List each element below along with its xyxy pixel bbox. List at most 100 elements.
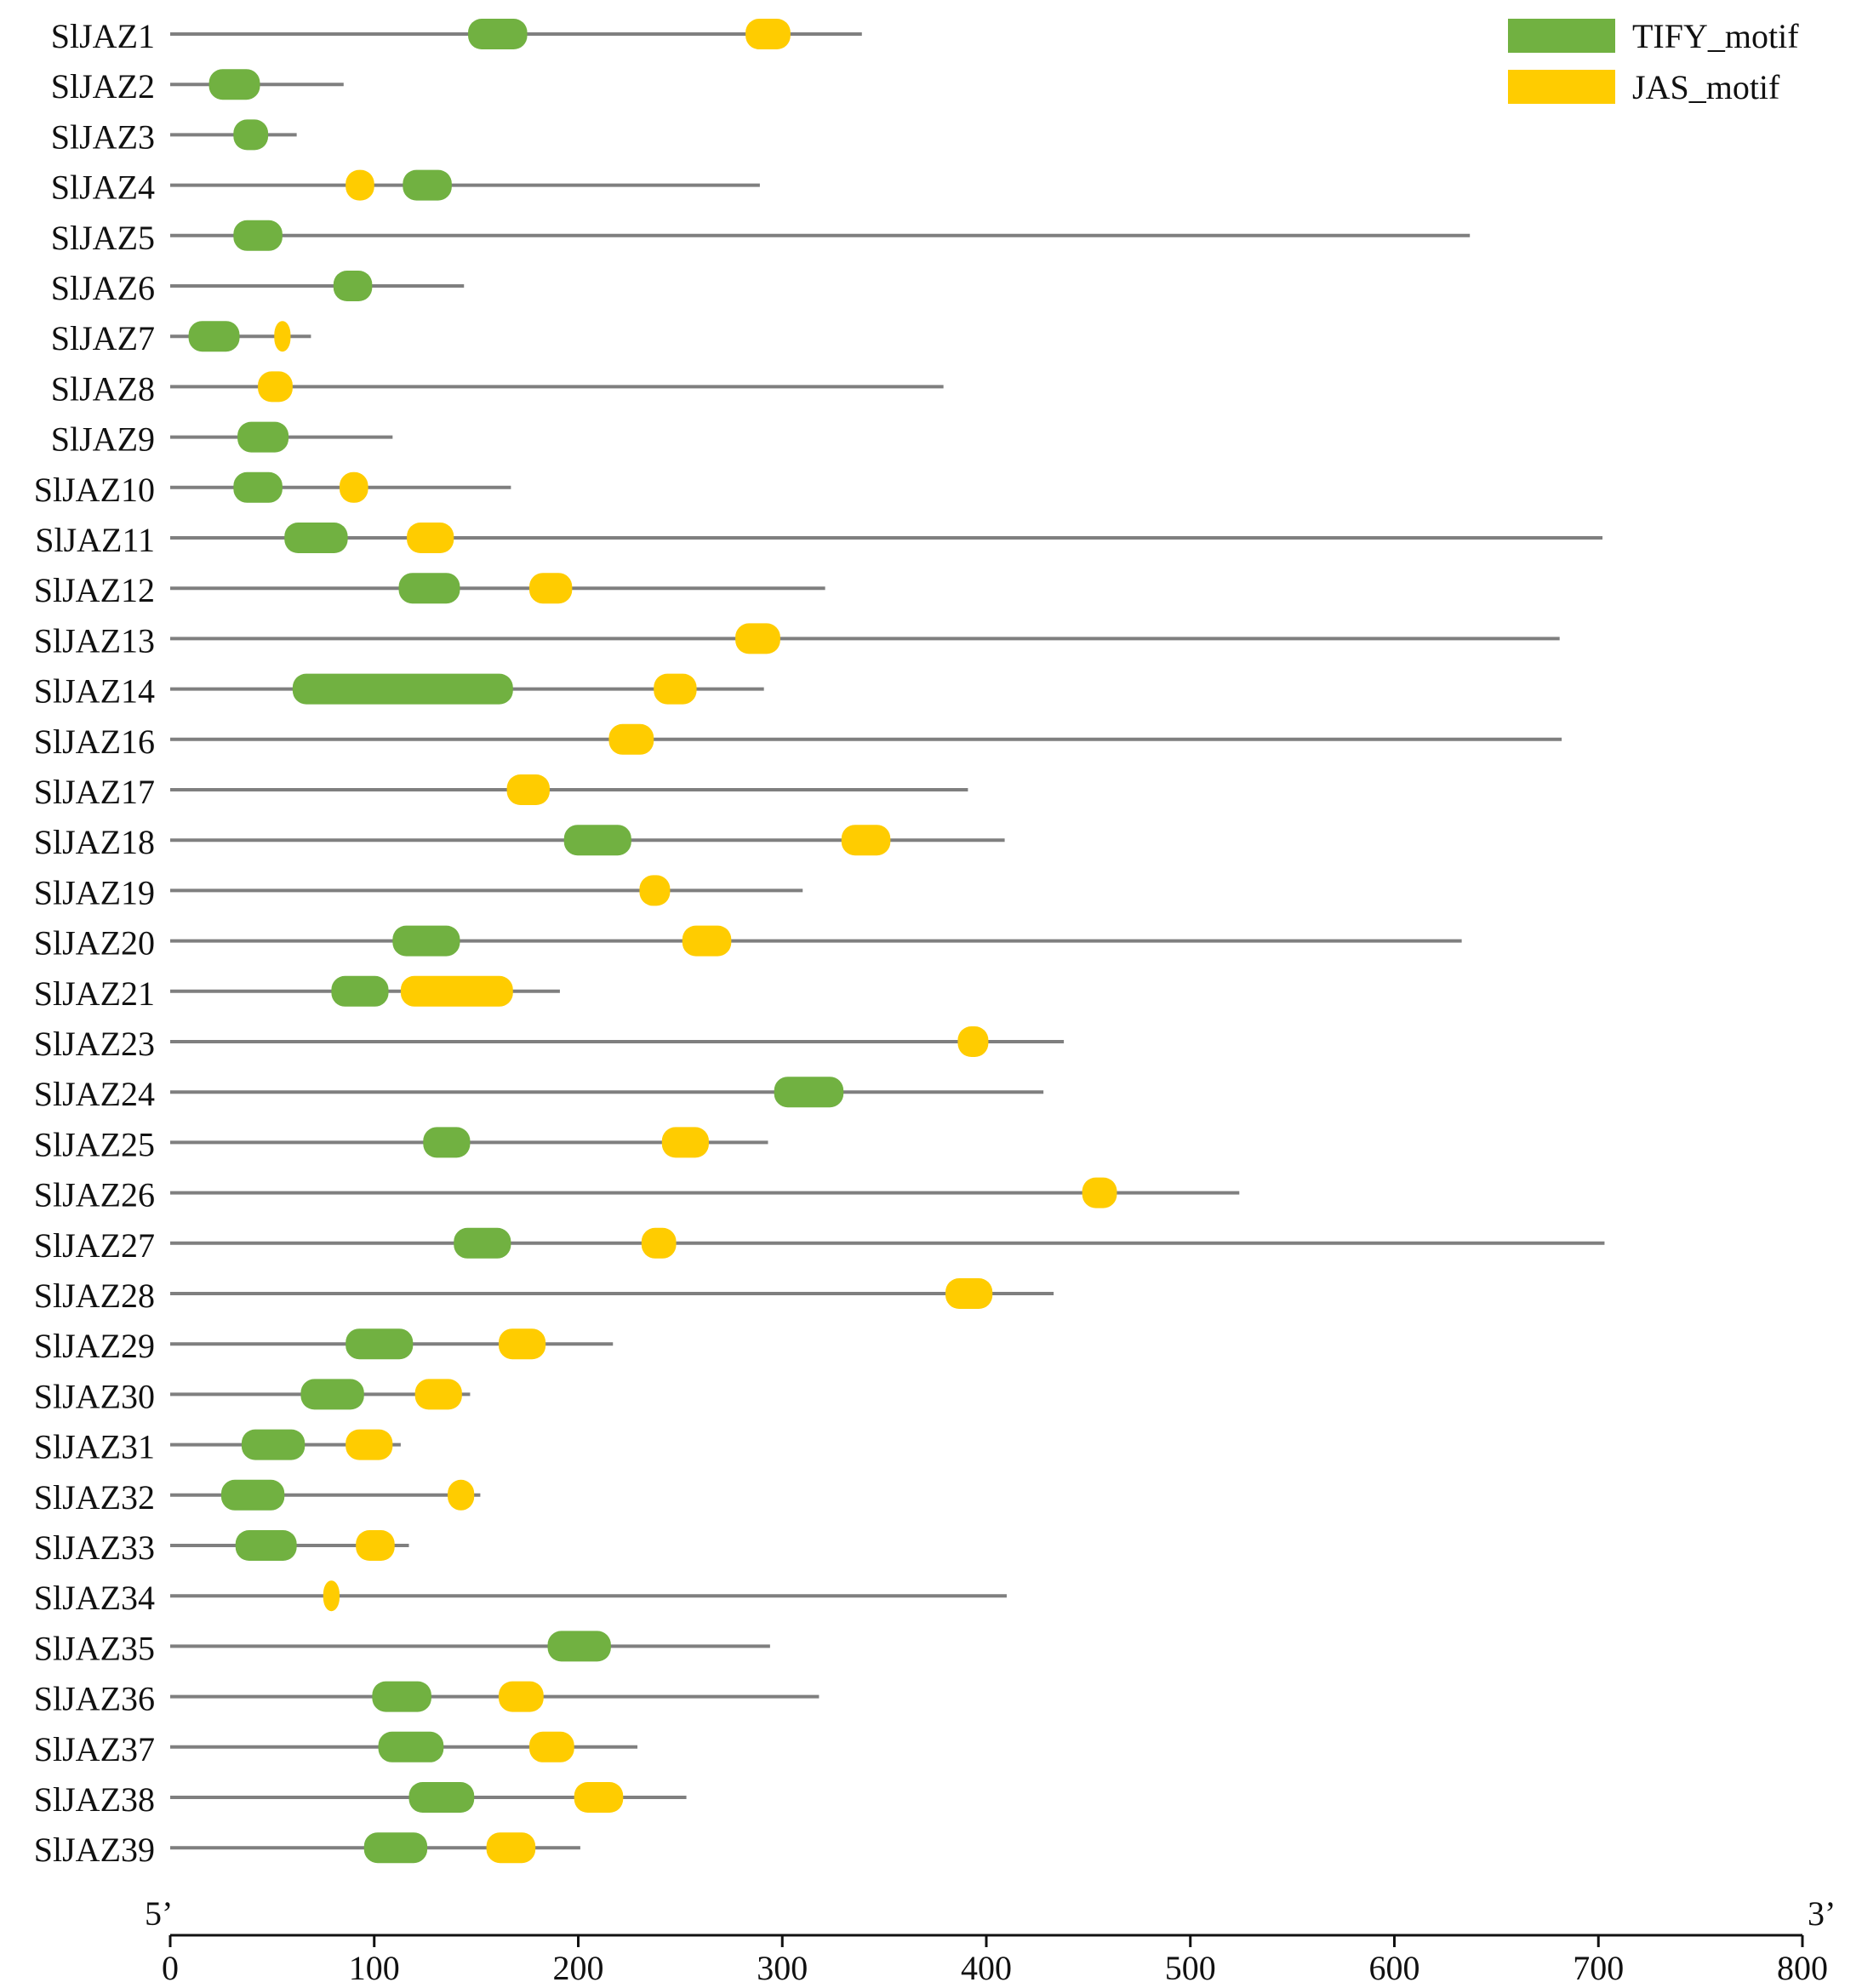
gene-row-sljaz28: SlJAZ28 xyxy=(34,1277,1054,1315)
tify-motif-block xyxy=(292,673,513,705)
tify-motif-block xyxy=(392,925,460,957)
x-tick-label: 200 xyxy=(553,1949,604,1987)
tify-motif-block xyxy=(333,271,373,301)
gene-label: SlJAZ12 xyxy=(34,571,155,609)
tify-motif-block xyxy=(284,523,348,553)
legend: TIFY_motif JAS_motif xyxy=(1508,17,1799,106)
tify-motif-block xyxy=(454,1227,511,1259)
gene-row-sljaz24: SlJAZ24 xyxy=(34,1075,1044,1113)
x-tick-label: 0 xyxy=(162,1949,179,1987)
three-prime-label: 3’ xyxy=(1808,1894,1836,1933)
jas-motif-block xyxy=(1082,1177,1117,1208)
gene-row-sljaz1: SlJAZ1 xyxy=(51,17,862,55)
gene-row-sljaz18: SlJAZ18 xyxy=(34,823,1005,861)
jas-motif-block xyxy=(486,1832,536,1864)
gene-row-sljaz21: SlJAZ21 xyxy=(34,974,560,1013)
gene-row-sljaz17: SlJAZ17 xyxy=(34,773,968,811)
tify-motif-block xyxy=(372,1681,431,1712)
gene-label: SlJAZ39 xyxy=(34,1831,155,1869)
tify-motif-block xyxy=(233,119,269,151)
gene-label: SlJAZ23 xyxy=(34,1025,155,1063)
gene-label: SlJAZ14 xyxy=(34,672,155,711)
jas-motif-block xyxy=(258,371,293,403)
five-prime-label: 5’ xyxy=(145,1894,173,1933)
gene-row-sljaz35: SlJAZ35 xyxy=(34,1629,770,1667)
gene-label: SlJAZ5 xyxy=(51,219,155,257)
gene-label: SlJAZ30 xyxy=(34,1377,155,1415)
gene-row-sljaz31: SlJAZ31 xyxy=(34,1428,401,1466)
jas-motif-block xyxy=(639,875,671,906)
gene-label: SlJAZ32 xyxy=(34,1478,155,1517)
gene-row-sljaz8: SlJAZ8 xyxy=(51,369,944,408)
gene-row-sljaz32: SlJAZ32 xyxy=(34,1478,481,1517)
jas-motif-block xyxy=(641,1227,677,1259)
jas-motif-block xyxy=(654,673,697,705)
gene-row-sljaz16: SlJAZ16 xyxy=(34,723,1562,761)
gene-label: SlJAZ10 xyxy=(34,471,155,509)
jas-motif-block xyxy=(448,1479,475,1511)
gene-row-sljaz29: SlJAZ29 xyxy=(34,1327,614,1365)
gene-label: SlJAZ29 xyxy=(34,1327,155,1365)
tify-motif-block xyxy=(300,1379,364,1410)
tify-motif-block xyxy=(408,1782,475,1813)
gene-row-sljaz14: SlJAZ14 xyxy=(34,672,764,711)
jas-motif-block xyxy=(323,1580,340,1612)
gene-label: SlJAZ27 xyxy=(34,1226,155,1265)
gene-label: SlJAZ26 xyxy=(34,1176,155,1214)
jas-motif-block xyxy=(346,169,374,201)
gene-row-sljaz38: SlJAZ38 xyxy=(34,1780,687,1819)
tify-motif-block xyxy=(208,69,260,100)
tify-motif-block xyxy=(363,1832,428,1864)
gene-label: SlJAZ34 xyxy=(34,1579,155,1617)
jas-motif-block xyxy=(498,1681,544,1712)
tify-motif-block xyxy=(241,1429,306,1460)
jas-motif-block xyxy=(414,1379,462,1410)
gene-row-sljaz2: SlJAZ2 xyxy=(51,67,344,106)
gene-row-sljaz11: SlJAZ11 xyxy=(35,521,1603,559)
gene-label: SlJAZ24 xyxy=(34,1075,155,1113)
tify-motif-block xyxy=(188,321,240,352)
tify-motif-block xyxy=(398,573,460,604)
gene-row-sljaz20: SlJAZ20 xyxy=(34,924,1462,963)
jas-motif-block xyxy=(682,925,732,957)
gene-row-sljaz6: SlJAZ6 xyxy=(51,269,465,307)
gene-label: SlJAZ2 xyxy=(51,67,155,106)
legend-label-tify: TIFY_motif xyxy=(1632,17,1799,55)
gene-row-sljaz7: SlJAZ7 xyxy=(51,319,311,357)
gene-row-sljaz13: SlJAZ13 xyxy=(34,621,1560,660)
x-tick-label: 600 xyxy=(1369,1949,1420,1987)
tify-motif-block xyxy=(563,825,631,856)
jas-motif-block xyxy=(945,1278,993,1309)
jas-motif-block xyxy=(735,623,780,654)
x-tick-label: 100 xyxy=(349,1949,400,1987)
jas-motif-block xyxy=(528,1731,574,1762)
jas-motif-block xyxy=(356,1530,395,1561)
gene-row-sljaz26: SlJAZ26 xyxy=(34,1176,1240,1214)
gene-label: SlJAZ1 xyxy=(51,17,155,55)
gene-row-sljaz34: SlJAZ34 xyxy=(34,1579,1007,1617)
jas-motif-block xyxy=(346,1429,393,1460)
x-tick-label: 400 xyxy=(961,1949,1012,1987)
gene-row-sljaz36: SlJAZ36 xyxy=(34,1680,820,1718)
tify-motif-block xyxy=(378,1731,444,1762)
gene-rows: SlJAZ1 SlJAZ2 SlJAZ3 SlJAZ4 SlJAZ5 SlJAZ6 SlJA… xyxy=(34,17,1605,1869)
gene-label: SlJAZ25 xyxy=(34,1125,155,1163)
tify-motif-block xyxy=(423,1127,471,1158)
tify-motif-block xyxy=(468,19,528,49)
gene-label: SlJAZ11 xyxy=(35,521,155,559)
tify-motif-block xyxy=(774,1077,844,1108)
gene-label: SlJAZ7 xyxy=(51,319,155,357)
tify-motif-block xyxy=(233,220,283,251)
jas-motif-block xyxy=(608,723,654,755)
jas-motif-block xyxy=(506,774,550,805)
tify-motif-block xyxy=(235,1530,297,1561)
jas-motif-block xyxy=(745,19,791,49)
tify-motif-block xyxy=(547,1631,611,1662)
gene-row-sljaz33: SlJAZ33 xyxy=(34,1528,409,1567)
x-axis: 0 100 200 300 400 500 600 700 800 xyxy=(162,1934,1828,1987)
gene-row-sljaz19: SlJAZ19 xyxy=(34,873,803,911)
jas-motif-block xyxy=(498,1328,546,1360)
gene-row-sljaz23: SlJAZ23 xyxy=(34,1025,1065,1063)
gene-label: SlJAZ37 xyxy=(34,1730,155,1768)
